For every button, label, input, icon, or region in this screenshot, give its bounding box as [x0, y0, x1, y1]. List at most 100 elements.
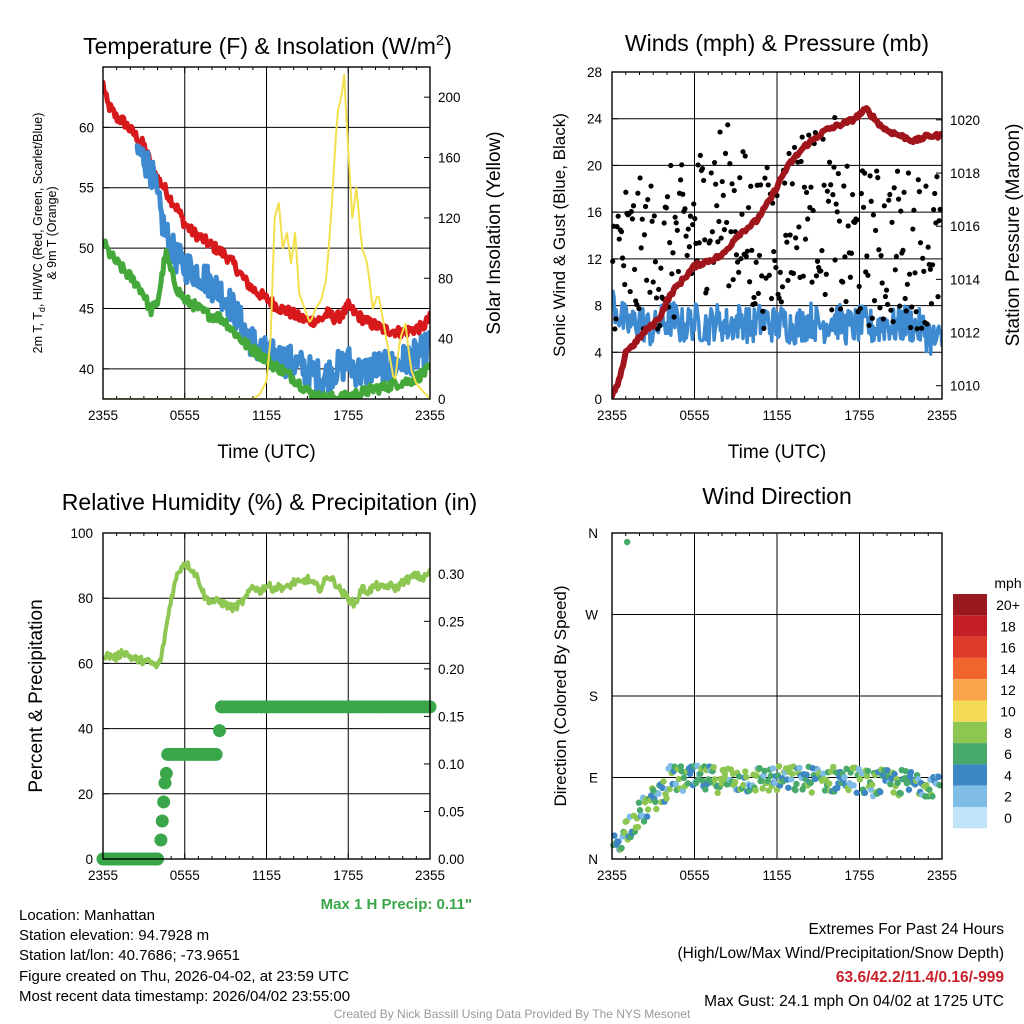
legend-swatch	[953, 594, 987, 616]
gust-point	[845, 223, 851, 229]
y-tick-label: 45	[79, 301, 94, 316]
x-tick-label: 1755	[333, 868, 363, 883]
gust-point	[637, 175, 643, 181]
gust-point	[656, 286, 662, 292]
gust-point	[668, 162, 674, 169]
direction-point	[761, 767, 768, 775]
gust-point	[890, 318, 896, 325]
gust-point	[906, 271, 913, 277]
gust-point	[789, 181, 795, 187]
plot-frame	[611, 71, 943, 400]
gust-point	[756, 252, 763, 259]
gust-point	[692, 216, 698, 222]
gust-point	[860, 204, 867, 210]
gust-point	[650, 279, 656, 285]
y2-tick-label: 0.30	[438, 567, 464, 582]
gust-point	[755, 290, 761, 297]
gust-point	[867, 173, 873, 179]
gust-point	[913, 309, 919, 315]
gust-point	[891, 185, 897, 191]
gust-point	[905, 170, 912, 176]
gust-point	[914, 326, 920, 332]
gust-point	[736, 269, 742, 275]
gust-point	[738, 256, 744, 262]
gust-point	[805, 216, 811, 222]
gust-point	[936, 218, 942, 224]
gust-point	[821, 182, 827, 188]
direction-point	[807, 779, 814, 787]
direction-point	[611, 832, 618, 839]
gust-point	[840, 279, 846, 285]
gust-point	[924, 321, 930, 327]
precip-point	[158, 776, 172, 790]
gust-point	[747, 279, 753, 285]
direction-point	[615, 838, 622, 845]
gust-point	[623, 189, 629, 195]
y-axis-label: Direction (Colored By Speed)	[551, 585, 570, 806]
extremes-legend: (High/Low/Max Wind/Precipitation/Snow De…	[677, 945, 1005, 962]
gust-point	[669, 271, 675, 277]
y2-axis-label: Solar Insolation (Yellow)	[484, 131, 505, 334]
gust-point	[808, 184, 814, 190]
direction-point	[684, 780, 692, 787]
direction-point	[819, 770, 827, 777]
gust-point	[702, 237, 708, 243]
gust-point	[785, 277, 791, 283]
gust-point	[790, 270, 797, 276]
gust-point	[877, 305, 883, 311]
gust-point	[895, 196, 902, 202]
gust-point	[910, 226, 916, 232]
gust-point	[674, 227, 680, 233]
direction-point	[785, 784, 792, 791]
direction-point	[636, 807, 644, 814]
x-tick-label: 0555	[679, 868, 709, 883]
gust-point	[745, 204, 752, 211]
gust-point	[902, 295, 908, 302]
gust-point	[864, 253, 870, 259]
gust-point	[762, 175, 768, 181]
direction-point	[666, 786, 673, 793]
panel-humidity: 2355 0555 1155 1755 23550204060801000.000.05…	[26, 489, 477, 913]
y2-tick-label: 1014	[950, 272, 981, 287]
precip-point	[209, 747, 223, 761]
gust-point	[653, 295, 660, 301]
gust-point	[697, 152, 703, 158]
gust-point	[774, 192, 780, 199]
y-tick-label: 40	[79, 362, 94, 377]
gust-point	[868, 198, 874, 204]
gust-point	[833, 201, 839, 207]
direction-point	[771, 779, 779, 787]
direction-point	[675, 775, 683, 783]
gust-point	[812, 130, 818, 136]
gust-point	[708, 170, 714, 176]
x-tick-label: 1755	[844, 408, 874, 423]
series-gust	[610, 114, 943, 332]
direction-point	[699, 777, 706, 784]
direction-point	[929, 793, 936, 800]
direction-point	[653, 805, 660, 813]
y2-tick-label: 0.00	[438, 852, 464, 867]
legend-swatch	[953, 679, 987, 701]
y2-tick-label: 160	[438, 151, 461, 166]
gust-point	[844, 163, 850, 169]
direction-point	[735, 773, 743, 780]
legend-swatch	[953, 785, 987, 807]
gust-point	[685, 226, 691, 232]
gust-point	[810, 207, 816, 214]
gust-point	[909, 304, 915, 310]
gust-point	[773, 264, 779, 271]
y2-tick-label: 80	[438, 271, 453, 286]
gust-point	[866, 322, 872, 328]
gust-point	[783, 232, 789, 238]
y-axis-label: 2m T, Td, HI/WC (Red, Green, Scarlet/Blu…	[31, 113, 47, 354]
precip-point	[154, 833, 168, 847]
direction-point	[752, 787, 759, 794]
gust-point	[883, 287, 890, 293]
legend-label: 2	[1004, 789, 1012, 805]
legend-swatch	[953, 636, 987, 658]
gust-point	[691, 201, 697, 207]
y2-tick-label: 0.10	[438, 757, 464, 772]
chart-title: Winds (mph) & Pressure (mb)	[625, 30, 929, 56]
direction-point	[821, 787, 829, 794]
gust-point	[888, 307, 894, 313]
